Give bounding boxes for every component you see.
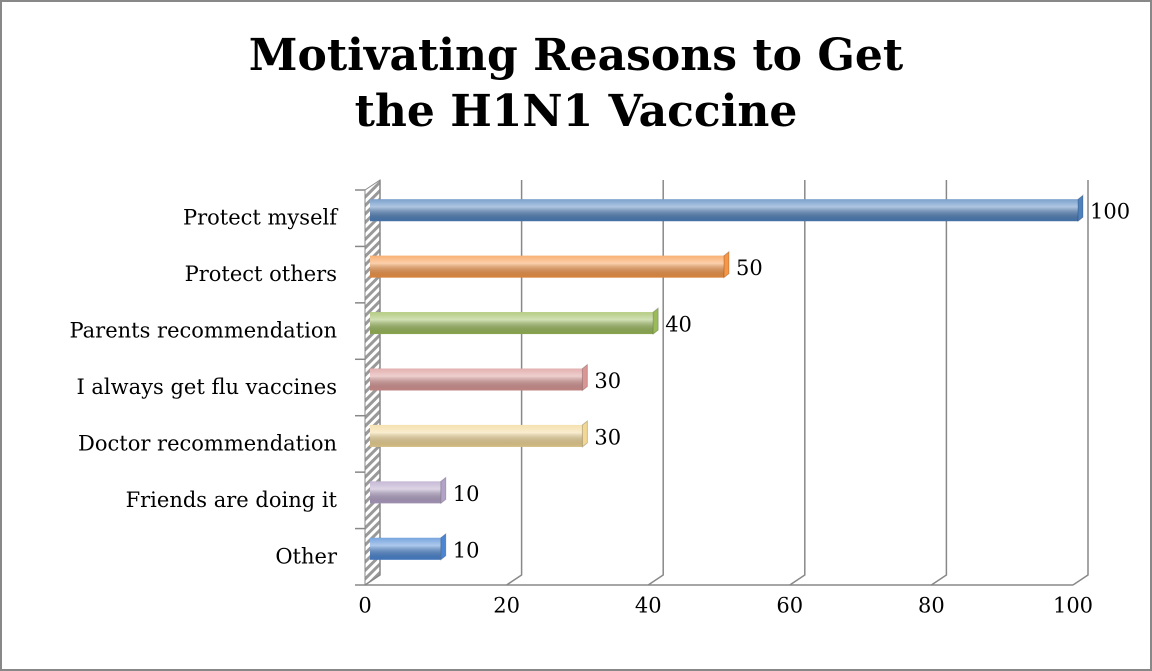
bar-shine — [370, 255, 724, 278]
bar-shine — [370, 199, 1078, 222]
grid-line — [364, 180, 381, 586]
y-tick-label: Friends are doing it — [126, 488, 338, 512]
grid-line — [1072, 180, 1089, 586]
bar-shine — [370, 537, 441, 560]
grid-line — [930, 180, 948, 586]
y-tick-label: Other — [275, 544, 338, 568]
y-tick-label: I always get flu vaccines — [76, 375, 337, 399]
data-label: 40 — [665, 313, 692, 337]
x-tick-label: 80 — [918, 594, 945, 618]
data-label: 50 — [736, 256, 763, 280]
bar-shine — [370, 312, 654, 335]
bar-shine — [370, 424, 583, 447]
x-tick-label: 20 — [493, 594, 520, 618]
grid-line — [647, 180, 664, 586]
bar-cap — [1077, 194, 1084, 223]
x-tick-label: 0 — [358, 594, 371, 618]
data-label: 30 — [594, 425, 621, 449]
data-label: 10 — [453, 482, 480, 506]
bar-cap — [581, 419, 588, 448]
grid-line — [789, 180, 806, 586]
data-label: 10 — [453, 538, 480, 562]
bar-cap — [652, 307, 659, 336]
data-label: 30 — [594, 369, 621, 393]
y-tick-label: Protect myself — [183, 206, 339, 230]
bar-cap — [440, 532, 447, 561]
y-tick-label: Doctor recommendation — [78, 431, 337, 455]
x-tick-label: 100 — [1053, 594, 1093, 618]
bar-cap — [723, 250, 730, 279]
bar-shine — [370, 368, 583, 391]
bar-shine — [370, 481, 441, 504]
y-tick-label: Parents recommendation — [69, 319, 337, 343]
chart-title: Motivating Reasons to Get the H1N1 Vacci… — [248, 30, 904, 137]
grid-line — [506, 180, 523, 586]
bar-cap — [581, 363, 588, 392]
y-tick-label: Protect others — [185, 262, 337, 286]
x-tick-label: 40 — [635, 594, 662, 618]
bar-cap — [440, 476, 447, 505]
x-tick-label: 60 — [776, 594, 803, 618]
data-label: 100 — [1090, 200, 1130, 224]
